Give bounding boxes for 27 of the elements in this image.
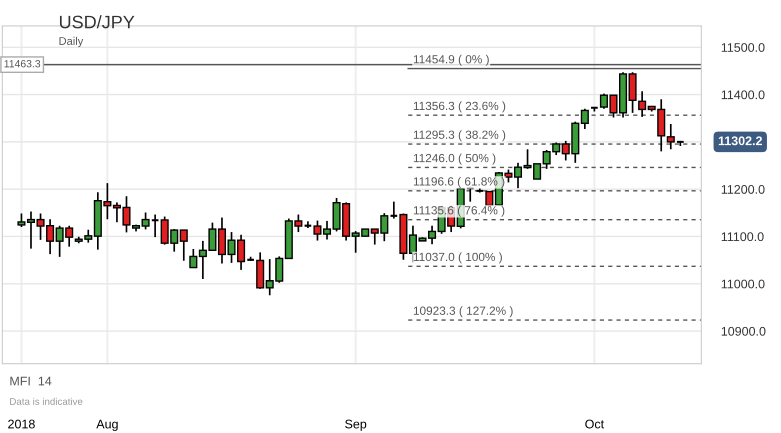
ref-line-label: 11246.0 ( 50% ) [414,154,496,165]
ref-line-label: 10923.3 ( 127.2% ) [414,306,513,318]
ref-line-label: 11037.0 ( 100% ) [414,252,502,264]
candlestick [466,186,475,202]
y-tick-label: 11500.0 [722,43,765,52]
text: 11302.2 [718,136,762,146]
candlestick [150,214,160,238]
x-tick-label: Sep [345,420,366,431]
text: Daily [59,36,84,48]
y-tick-label: 11400.0 [722,90,765,100]
ref-line-label: 11196.6 ( 61.8% ) [414,176,504,188]
y-tick-label: 11000.0 [722,280,765,288]
text: MFI 14 [10,376,52,386]
y-tick-label: 10900.0 [722,326,766,336]
x-tick-label: Oct [585,420,604,428]
x-tick-label: Aug [96,420,118,431]
text: Data is indicative [10,398,82,405]
y-tick-label: 11100.0 [722,232,764,242]
ref-line-label: 11463.3 [4,60,40,68]
ref-line-label: 11454.9 ( 0% ) [414,54,489,66]
ref-line-label: 11135.6 ( 76.4% ) [414,206,504,217]
candlestick [389,200,398,220]
x-tick-label: 2018 [8,420,35,428]
chart-title: USD/JPY [60,15,134,28]
ref-line-label: 11295.3 ( 38.2% ) [414,130,506,142]
y-tick-label: 11200.0 [722,184,765,194]
ref-line-label: 11356.3 ( 23.6% ) [414,101,506,112]
